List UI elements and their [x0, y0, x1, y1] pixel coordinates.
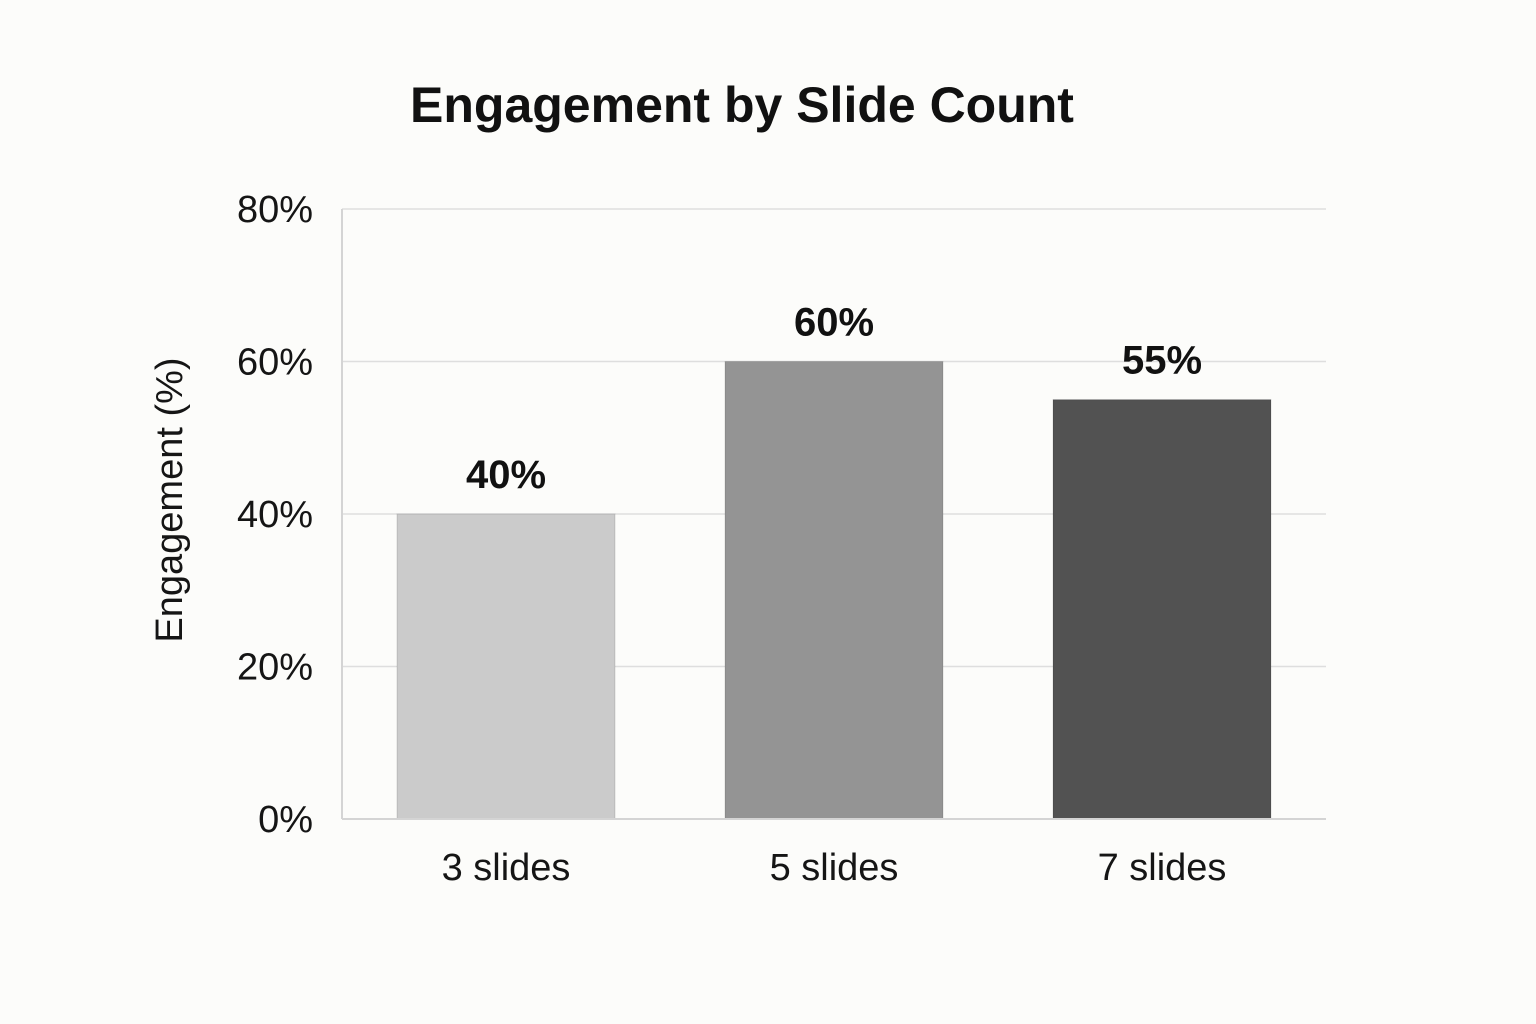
chart-title: Engagement by Slide Count — [410, 77, 1074, 133]
y-tick-label: 0% — [258, 799, 313, 841]
y-tick-label: 60% — [237, 342, 313, 384]
y-axis-ticks: 0% 20% 40% 60% 80% — [237, 189, 313, 841]
bar — [1052, 399, 1272, 820]
y-tick-label: 20% — [237, 647, 313, 689]
y-tick-label: 40% — [237, 494, 313, 536]
data-labels: 40% 60% 55% — [466, 301, 1202, 498]
x-axis-categories: 3 slides 5 slides 7 slides — [442, 847, 1227, 889]
x-category-label: 3 slides — [442, 847, 571, 889]
bar — [724, 361, 944, 820]
x-category-label: 7 slides — [1098, 847, 1227, 889]
x-category-label: 5 slides — [770, 847, 899, 889]
y-axis-title: Engagement (%) — [149, 357, 191, 642]
bar-value-label: 55% — [1122, 339, 1202, 383]
bar-value-label: 40% — [466, 453, 546, 497]
y-tick-label: 80% — [237, 189, 313, 231]
bar-value-label: 60% — [794, 301, 874, 345]
bars — [396, 361, 1272, 820]
bar — [396, 513, 616, 820]
